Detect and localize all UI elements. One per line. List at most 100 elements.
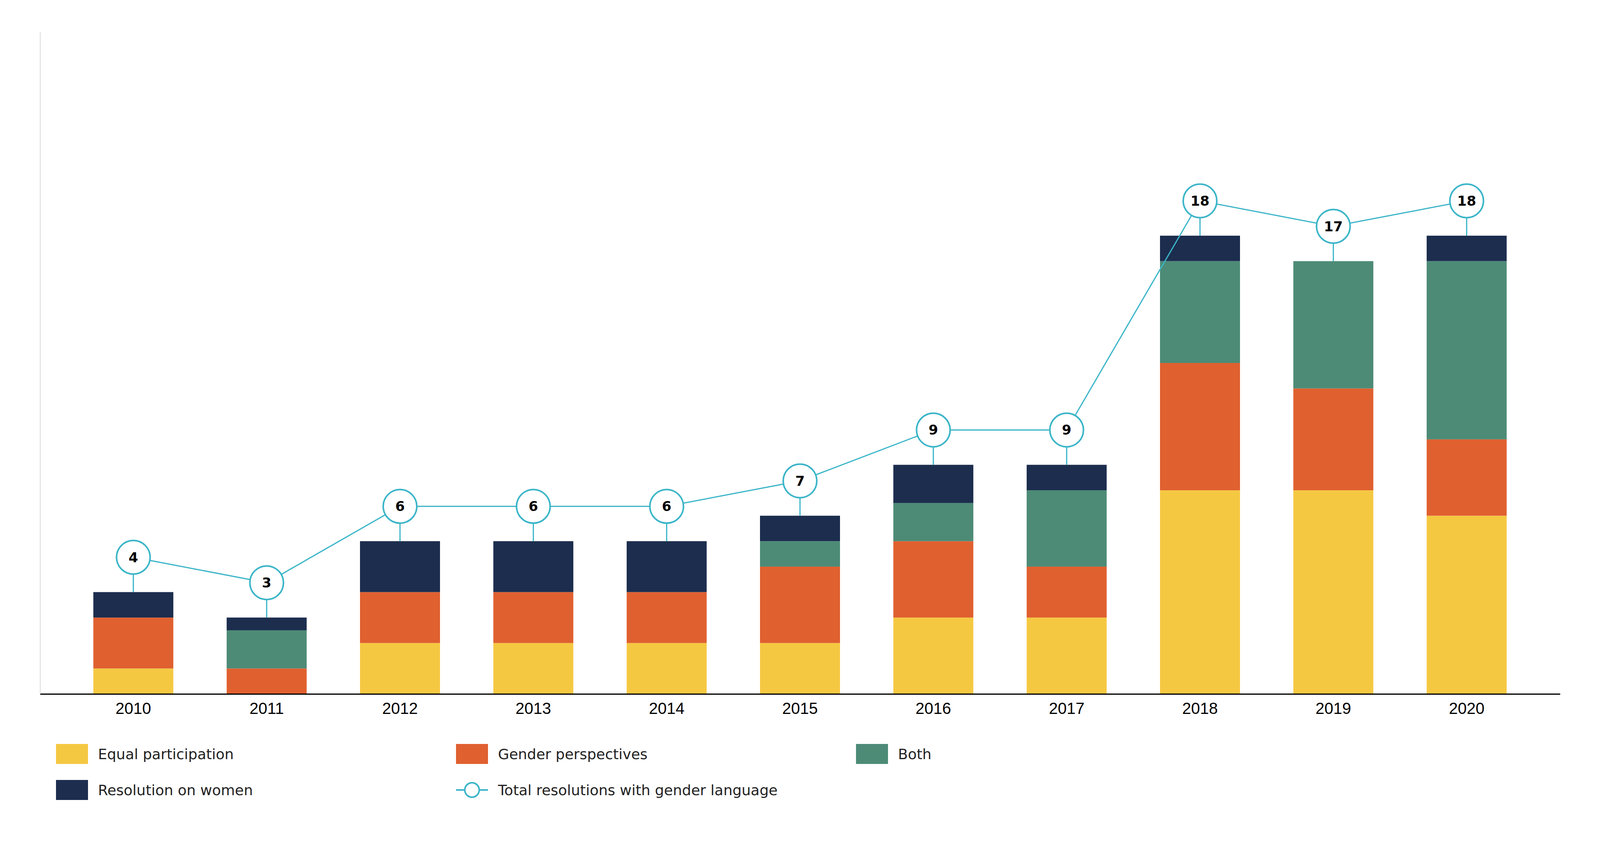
connector — [666, 522, 668, 541]
bar-segment — [226, 630, 307, 668]
bar-segment — [493, 642, 574, 694]
connector — [1199, 217, 1201, 236]
data-label: 18 — [1457, 192, 1476, 209]
connector — [132, 574, 134, 592]
bar-segment — [893, 464, 974, 503]
x-axis: 2010201120122013201420152016201720182019… — [40, 693, 1561, 717]
bar-segment — [1160, 261, 1240, 363]
x-tick-label: 2012 — [382, 699, 418, 717]
bar-segment — [1293, 388, 1374, 490]
x-tick-label: 2014 — [648, 699, 685, 717]
x-tick-label: 2011 — [249, 699, 284, 717]
bar-segment — [1426, 261, 1507, 440]
bar-segment — [360, 540, 440, 592]
bar-segment — [1026, 566, 1107, 618]
bar-series — [93, 235, 1507, 630]
bar-segment — [1026, 490, 1107, 567]
bar-segment — [360, 642, 440, 694]
bar-segment — [1426, 439, 1507, 516]
bar-segment — [1160, 362, 1240, 490]
x-tick: 2014 — [648, 693, 685, 717]
bar-segment — [93, 592, 174, 618]
x-tick-label: 2013 — [515, 699, 552, 717]
x-tick: 2015 — [782, 693, 818, 717]
bar-segment — [893, 502, 974, 541]
bar-segment — [226, 668, 307, 694]
marker — [783, 464, 817, 498]
connector — [532, 522, 534, 541]
x-tick-label: 2015 — [782, 699, 818, 717]
bar-segment — [1293, 490, 1374, 694]
bar-segment — [626, 540, 707, 592]
legend-item: Resolution on women — [56, 779, 253, 800]
x-tick: 2020 — [1448, 693, 1485, 717]
bar-segment — [760, 540, 840, 567]
marker — [250, 565, 284, 600]
connector — [1332, 243, 1334, 262]
marker — [516, 489, 550, 523]
x-tick-label: 2010 — [115, 699, 152, 717]
marker — [1183, 184, 1217, 218]
marker — [116, 540, 150, 574]
x-tick: 2012 — [382, 693, 418, 717]
bar-segment — [626, 642, 707, 694]
x-axis-line — [40, 693, 1561, 695]
bar-segment — [1160, 490, 1240, 694]
y-axis — [40, 32, 41, 694]
x-tick: 2011 — [249, 693, 284, 717]
bar-segment — [1426, 235, 1507, 262]
line-series — [116, 184, 1484, 618]
bar-segment — [493, 592, 574, 643]
bar-segment — [893, 617, 974, 694]
legend-swatch — [56, 743, 88, 764]
bar-segment — [1426, 515, 1507, 694]
bar-segment — [360, 592, 440, 643]
legend-label: Equal participation — [98, 745, 234, 762]
chart: 4366679918171820102011201220132014201520… — [0, 0, 1600, 862]
x-tick-label: 2019 — [1315, 699, 1352, 717]
x-tick-label: 2017 — [1048, 699, 1085, 717]
data-label: 6 — [528, 498, 538, 514]
bar-series — [226, 261, 1507, 669]
bar-segment — [1293, 261, 1374, 389]
legend-swatch — [456, 743, 488, 764]
x-tick: 2017 — [1048, 693, 1085, 717]
bar-segment — [1026, 617, 1107, 694]
connector — [266, 599, 268, 618]
data-label: 6 — [662, 498, 672, 514]
data-label: 7 — [795, 472, 805, 489]
plot-area — [93, 184, 1507, 694]
bar-series — [93, 490, 1507, 694]
data-label: 17 — [1324, 218, 1343, 235]
marker — [383, 489, 417, 523]
bar-segment — [760, 642, 840, 694]
marker — [916, 412, 950, 447]
bar-segment — [93, 617, 174, 668]
x-tick: 2019 — [1315, 693, 1352, 717]
bar-segment — [226, 617, 307, 630]
legend-label: Both — [898, 745, 932, 762]
bar-segment — [893, 540, 974, 618]
marker — [1050, 412, 1084, 447]
legend-label: Total resolutions with gender language — [497, 781, 778, 798]
line — [133, 200, 1467, 583]
data-label: 18 — [1190, 192, 1210, 209]
connector — [1466, 217, 1468, 236]
bar-segment — [93, 668, 174, 694]
data-label: 9 — [928, 421, 938, 438]
data-label: 4 — [128, 549, 138, 566]
legend-item: Both — [856, 743, 932, 764]
bar-segment — [626, 592, 707, 643]
connector — [799, 497, 801, 516]
data-label: 9 — [1062, 421, 1072, 438]
connector — [932, 446, 934, 465]
legend-swatch — [56, 779, 88, 800]
connector — [1066, 446, 1068, 465]
y-axis-line — [40, 32, 41, 694]
x-tick: 2010 — [115, 693, 152, 717]
x-tick-label: 2018 — [1182, 699, 1218, 717]
legend-label: Gender perspectives — [498, 745, 648, 762]
x-tick: 2018 — [1182, 693, 1218, 717]
data-label: 3 — [262, 574, 272, 591]
legend: Equal participation Gender perspectives Bo… — [56, 743, 932, 800]
